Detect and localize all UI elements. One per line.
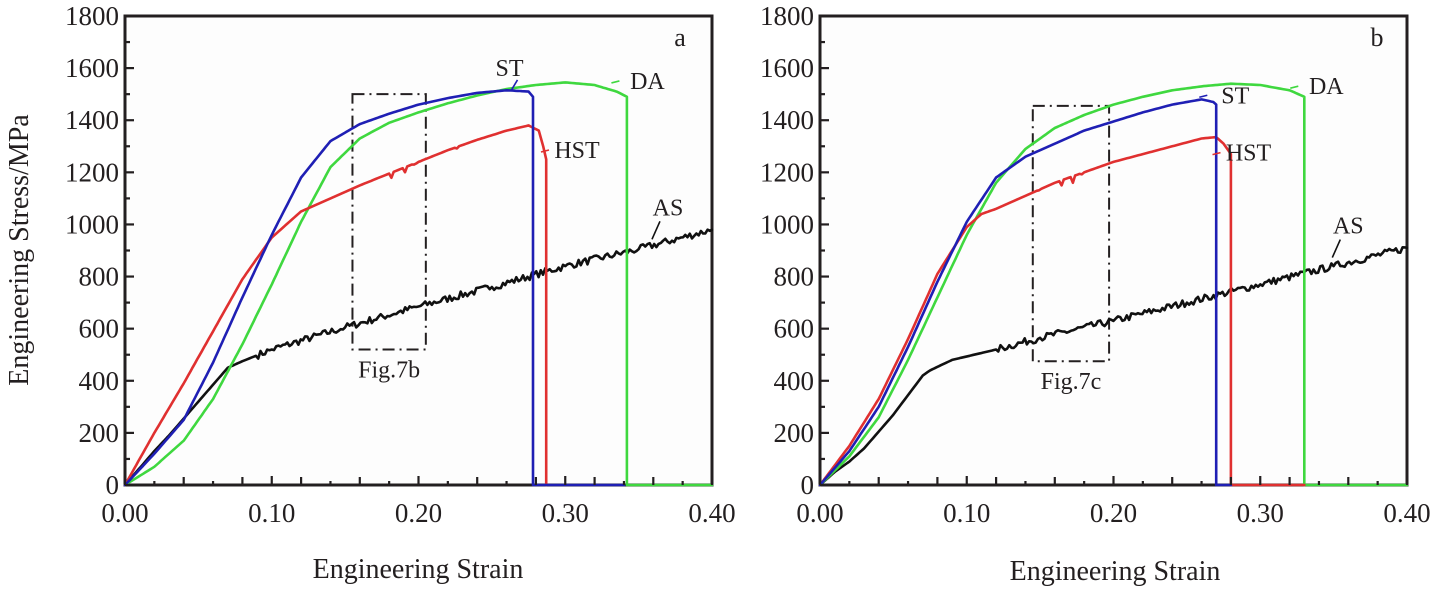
- panel-letter-b: b: [1371, 23, 1384, 52]
- leader-line: [1290, 85, 1299, 89]
- y-tick-labels-b: 0 200 400 600 800 1000 1200 1400 1600 1800: [760, 1, 814, 500]
- series-label-hst: HST: [1226, 141, 1272, 167]
- y-tick-label: 1600: [65, 53, 119, 83]
- series-line-st: [123, 89, 626, 487]
- zoom-box-group-a: [351, 93, 427, 351]
- axis-ticks-b: [818, 14, 1409, 487]
- series-label-da: DA: [1309, 74, 1344, 100]
- leader-line: [651, 221, 661, 240]
- zoom-region-box: [1031, 104, 1111, 363]
- x-tick-label: 0.10: [943, 498, 990, 528]
- series-label-hst: HST: [554, 138, 600, 164]
- x-tick-label: 0.40: [688, 498, 735, 528]
- x-tick-label: 0.30: [542, 498, 589, 528]
- series-line-da: [818, 82, 1409, 487]
- zoom-box-group-b: [1031, 104, 1111, 363]
- y-axis-title: Engineering Stress/MPa: [4, 114, 35, 386]
- series-line-st: [818, 98, 1233, 487]
- x-tick-label: 0.10: [248, 498, 295, 528]
- x-tick-label: 0.20: [395, 498, 442, 528]
- panel-a: 0.00 0.10 0.20 0.30 0.40 0 200 400 600 800 1000 12…: [4, 1, 736, 585]
- x-tick-labels-b: 0.00 0.10 0.20 0.30 0.40: [796, 498, 1430, 528]
- y-tick-label: 1800: [760, 1, 814, 31]
- y-tick-label: 200: [774, 418, 815, 448]
- x-tick-label: 0.20: [1090, 498, 1137, 528]
- series-label-as: AS: [653, 195, 684, 221]
- x-axis-title-a: Engineering Strain: [313, 554, 524, 585]
- series-line-da: [123, 81, 714, 487]
- axis-ticks-a: [123, 14, 714, 487]
- y-tick-label: 800: [774, 262, 815, 292]
- y-tick-label: 1600: [760, 53, 814, 83]
- series-labels-b: ST HST DA AS: [1199, 74, 1364, 258]
- leader-line: [611, 80, 620, 84]
- y-tick-label: 400: [774, 366, 815, 396]
- leader-line: [1199, 94, 1208, 99]
- series-group-b: [818, 82, 1409, 487]
- plot-area-b: [818, 14, 1409, 487]
- x-tick-label: 0.00: [101, 498, 148, 528]
- series-label-as: AS: [1333, 214, 1364, 240]
- y-tick-label: 1200: [760, 157, 814, 187]
- series-labels-a: ST HST DA AS: [495, 56, 684, 240]
- y-tick-label: 1200: [65, 157, 119, 187]
- series-label-st: ST: [1221, 83, 1249, 109]
- y-tick-label: 200: [79, 418, 120, 448]
- y-tick-label: 0: [801, 470, 815, 500]
- x-tick-labels-a: 0.00 0.10 0.20 0.30 0.40: [101, 498, 735, 528]
- y-tick-label: 600: [774, 314, 815, 344]
- leader-line: [1212, 151, 1221, 156]
- x-tick-label: 0.00: [796, 498, 843, 528]
- leader-line: [1331, 239, 1342, 258]
- leader-line: [540, 149, 550, 153]
- series-line-as: [818, 246, 1409, 487]
- x-tick-label: 0.40: [1383, 498, 1430, 528]
- zoom-region-box: [351, 93, 427, 351]
- series-line-hst: [123, 124, 548, 487]
- zoom-box-label-a: Fig.7b: [358, 358, 420, 384]
- y-tick-label: 1000: [65, 209, 119, 239]
- y-tick-label: 1800: [65, 1, 119, 31]
- leader-line: [510, 79, 519, 91]
- panel-b: 0.00 0.10 0.20 0.30 0.40 0 200 400 600 800 1000 12…: [760, 1, 1431, 587]
- y-tick-label: 1000: [760, 209, 814, 239]
- panel-letter-a: a: [674, 23, 686, 52]
- y-tick-label: 0: [106, 470, 120, 500]
- y-tick-labels-a: 0 200 400 600 800 1000 1200 1400 1600 1800: [65, 1, 119, 500]
- y-tick-label: 400: [79, 366, 120, 396]
- x-tick-label: 0.30: [1237, 498, 1284, 528]
- series-line-hst: [818, 135, 1306, 487]
- x-axis-title-b: Engineering Strain: [1010, 556, 1221, 587]
- y-tick-label: 1400: [760, 105, 814, 135]
- y-tick-label: 1400: [65, 105, 119, 135]
- y-tick-label: 600: [79, 314, 120, 344]
- series-line-as: [123, 228, 714, 487]
- zoom-box-label-b: Fig.7c: [1041, 369, 1102, 395]
- series-label-da: DA: [630, 69, 665, 95]
- y-tick-label: 800: [79, 262, 120, 292]
- series-group-a: [123, 81, 714, 487]
- series-label-st: ST: [495, 56, 523, 82]
